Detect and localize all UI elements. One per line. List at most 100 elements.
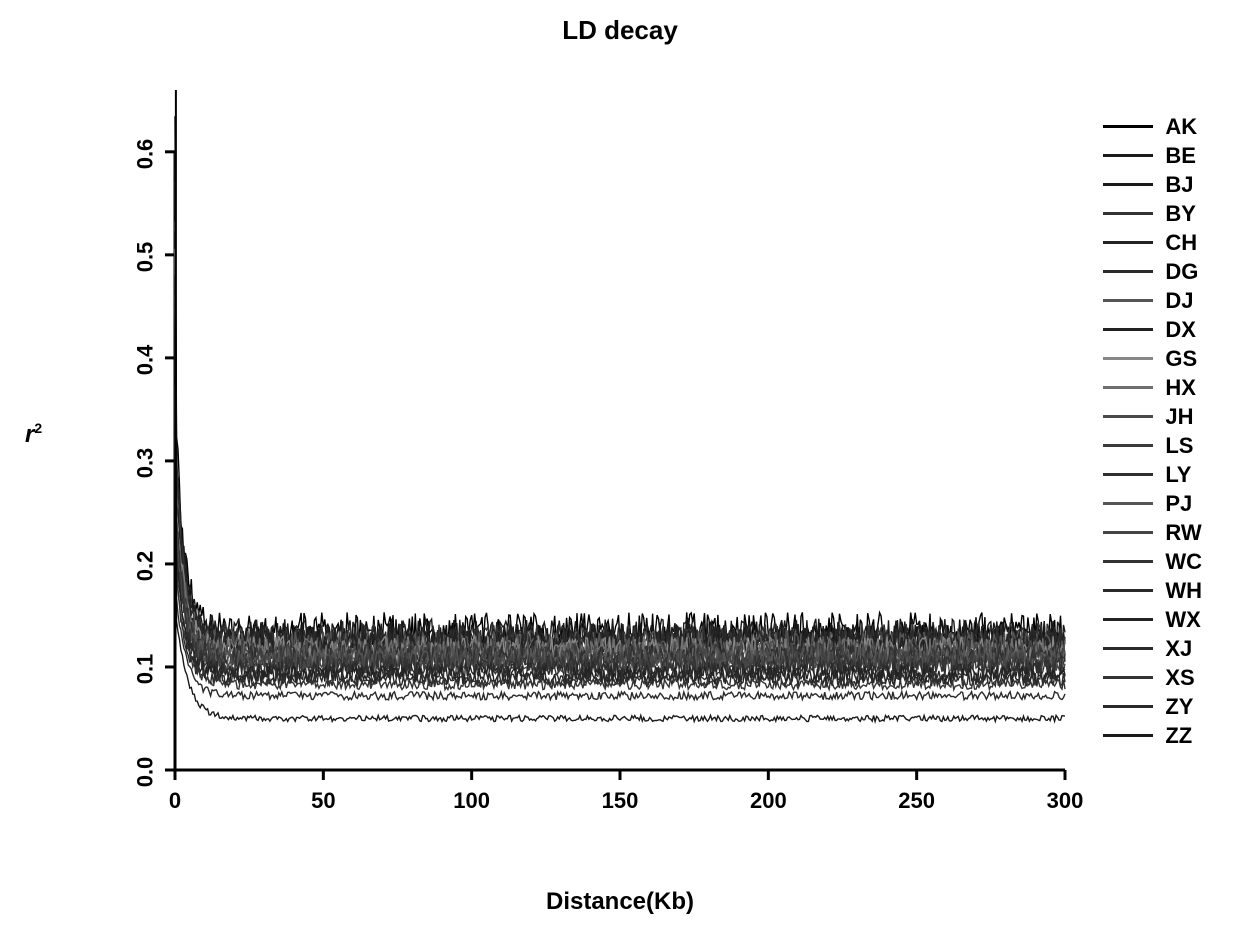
legend-item: DX bbox=[1103, 315, 1202, 344]
y-tick-label: 0.2 bbox=[132, 551, 158, 582]
y-tick-label: 0.5 bbox=[132, 242, 158, 273]
legend-swatch bbox=[1103, 705, 1153, 708]
y-tick-label: 0.4 bbox=[132, 345, 158, 376]
legend-label: DG bbox=[1165, 259, 1198, 285]
legend-item: WX bbox=[1103, 605, 1202, 634]
y-tick-label: 0.1 bbox=[132, 654, 158, 685]
legend-item: JH bbox=[1103, 402, 1202, 431]
legend-label: XJ bbox=[1165, 636, 1192, 662]
legend-swatch bbox=[1103, 357, 1153, 360]
legend-label: BE bbox=[1165, 143, 1196, 169]
legend-swatch bbox=[1103, 589, 1153, 592]
series-line bbox=[175, 224, 1065, 660]
legend-label: BJ bbox=[1165, 172, 1193, 198]
legend-item: AK bbox=[1103, 112, 1202, 141]
y-axis-label: r2 bbox=[25, 420, 42, 449]
series-line bbox=[175, 296, 1065, 672]
legend-label: LS bbox=[1165, 433, 1193, 459]
y-tick-label: 0.0 bbox=[132, 757, 158, 788]
legend-swatch bbox=[1103, 125, 1153, 128]
legend-item: GS bbox=[1103, 344, 1202, 373]
legend-swatch bbox=[1103, 734, 1153, 737]
legend-label: ZY bbox=[1165, 694, 1193, 720]
legend-swatch bbox=[1103, 531, 1153, 534]
x-tick-label: 50 bbox=[311, 788, 335, 814]
legend-swatch bbox=[1103, 647, 1153, 650]
legend-label: DX bbox=[1165, 317, 1196, 343]
legend-label: JH bbox=[1165, 404, 1193, 430]
legend-item: WC bbox=[1103, 547, 1202, 576]
legend-swatch bbox=[1103, 270, 1153, 273]
x-axis-label: Distance(Kb) bbox=[0, 888, 1240, 916]
legend-label: CH bbox=[1165, 230, 1197, 256]
legend-swatch bbox=[1103, 328, 1153, 331]
legend-label: GS bbox=[1165, 346, 1197, 372]
series-line bbox=[175, 182, 1065, 657]
series-line bbox=[175, 169, 1065, 656]
legend-label: AK bbox=[1165, 114, 1197, 140]
x-tick-label: 250 bbox=[898, 788, 935, 814]
legend-label: XS bbox=[1165, 665, 1194, 691]
legend: AK BE BJ BY CH DG DJ DX GS HX JH LS LY PJRWWC WH WX XJ XS… bbox=[1103, 112, 1202, 750]
legend-label: WH bbox=[1165, 578, 1202, 604]
legend-swatch bbox=[1103, 386, 1153, 389]
legend-item: CH bbox=[1103, 228, 1202, 257]
legend-label: PJ bbox=[1165, 491, 1192, 517]
ylabel-sup: 2 bbox=[34, 420, 42, 436]
plot-area bbox=[175, 90, 1065, 770]
series-line bbox=[175, 185, 1065, 658]
legend-swatch bbox=[1103, 415, 1153, 418]
y-tick-label: 0.6 bbox=[132, 139, 158, 170]
legend-swatch bbox=[1103, 444, 1153, 447]
legend-item: XJ bbox=[1103, 634, 1202, 663]
series-line bbox=[175, 315, 1065, 678]
series-line bbox=[175, 221, 1065, 662]
series-line bbox=[175, 249, 1065, 665]
ylabel-main: r bbox=[25, 421, 34, 448]
plot-svg bbox=[175, 90, 1065, 770]
chart-title: LD decay bbox=[0, 15, 1240, 46]
legend-item: PJ bbox=[1103, 489, 1202, 518]
series-line bbox=[175, 263, 1065, 667]
legend-swatch bbox=[1103, 212, 1153, 215]
legend-swatch bbox=[1103, 299, 1153, 302]
series-line bbox=[175, 275, 1065, 670]
y-tick-label: 0.3 bbox=[132, 448, 158, 479]
legend-swatch bbox=[1103, 618, 1153, 621]
series-line bbox=[175, 295, 1065, 675]
x-tick-label: 150 bbox=[602, 788, 639, 814]
legend-item: LY bbox=[1103, 460, 1202, 489]
legend-item: LS bbox=[1103, 431, 1202, 460]
legend-item: WH bbox=[1103, 576, 1202, 605]
x-tick-label: 100 bbox=[453, 788, 490, 814]
x-tick-label: 200 bbox=[750, 788, 787, 814]
legend-item: XS bbox=[1103, 663, 1202, 692]
series-line bbox=[175, 153, 1065, 653]
series-line bbox=[175, 116, 1065, 649]
legend-swatch bbox=[1103, 183, 1153, 186]
legend-label: DJ bbox=[1165, 288, 1193, 314]
legend-item: BE bbox=[1103, 141, 1202, 170]
legend-item: DJ bbox=[1103, 286, 1202, 315]
legend-label: BY bbox=[1165, 201, 1196, 227]
legend-label: HX bbox=[1165, 375, 1196, 401]
legend-swatch bbox=[1103, 473, 1153, 476]
legend-swatch bbox=[1103, 676, 1153, 679]
series-line bbox=[175, 279, 1065, 669]
legend-label: WX bbox=[1165, 607, 1200, 633]
legend-item: BJ bbox=[1103, 170, 1202, 199]
x-tick-label: 300 bbox=[1047, 788, 1084, 814]
legend-swatch bbox=[1103, 241, 1153, 244]
legend-item: RW bbox=[1103, 518, 1202, 547]
x-tick-label: 0 bbox=[169, 788, 181, 814]
legend-label: WC bbox=[1165, 549, 1202, 575]
legend-item: DG bbox=[1103, 257, 1202, 286]
legend-swatch bbox=[1103, 502, 1153, 505]
legend-label: ZZ bbox=[1165, 723, 1192, 749]
legend-label: LY bbox=[1165, 462, 1191, 488]
legend-item: HX bbox=[1103, 373, 1202, 402]
legend-swatch bbox=[1103, 154, 1153, 157]
ld-decay-chart: LD decay r2 Distance(Kb) 0.0 0.1 0.2 0.3 0.4… bbox=[0, 0, 1240, 931]
series-line bbox=[175, 231, 1065, 664]
series-line bbox=[175, 309, 1065, 673]
